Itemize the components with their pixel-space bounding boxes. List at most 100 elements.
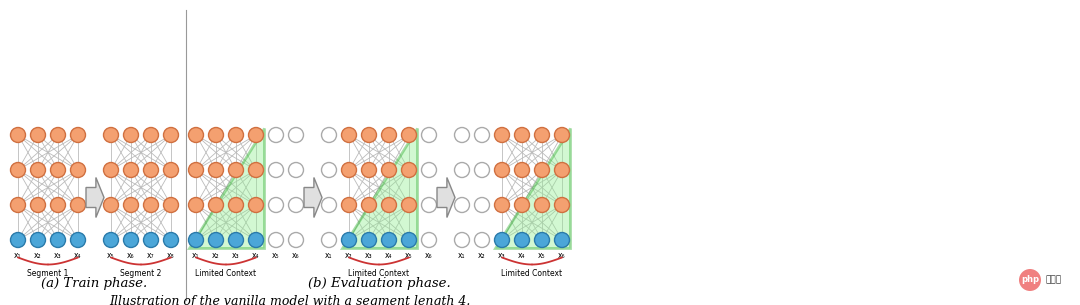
Circle shape [495, 198, 510, 213]
Circle shape [269, 232, 283, 247]
Circle shape [474, 163, 489, 178]
Text: x₃: x₃ [365, 250, 373, 260]
Circle shape [11, 232, 26, 247]
Text: Segment 2: Segment 2 [120, 268, 162, 278]
Text: x₅: x₅ [405, 250, 413, 260]
Circle shape [421, 232, 436, 247]
Circle shape [144, 127, 159, 142]
Circle shape [189, 127, 203, 142]
Text: Limited Context: Limited Context [349, 268, 409, 278]
Polygon shape [86, 178, 104, 217]
Text: x₄: x₄ [518, 250, 526, 260]
Circle shape [104, 163, 119, 178]
Circle shape [535, 198, 550, 213]
Circle shape [1020, 269, 1041, 291]
Circle shape [11, 127, 26, 142]
Circle shape [288, 163, 303, 178]
Text: x₄: x₄ [253, 250, 260, 260]
Circle shape [514, 163, 529, 178]
Circle shape [70, 232, 85, 247]
Circle shape [381, 127, 396, 142]
Circle shape [229, 198, 243, 213]
Circle shape [362, 198, 377, 213]
Circle shape [70, 163, 85, 178]
Circle shape [208, 232, 224, 247]
Circle shape [322, 198, 337, 213]
Circle shape [123, 163, 138, 178]
Circle shape [381, 163, 396, 178]
Circle shape [322, 127, 337, 142]
Circle shape [554, 127, 569, 142]
Text: x₈: x₈ [167, 250, 175, 260]
Circle shape [163, 127, 178, 142]
Polygon shape [341, 127, 417, 247]
Circle shape [30, 198, 45, 213]
Circle shape [554, 232, 569, 247]
Text: x₆: x₆ [426, 250, 433, 260]
Circle shape [514, 198, 529, 213]
Circle shape [123, 232, 138, 247]
Circle shape [11, 198, 26, 213]
Circle shape [104, 127, 119, 142]
Circle shape [474, 198, 489, 213]
Polygon shape [495, 127, 569, 247]
Circle shape [144, 232, 159, 247]
Circle shape [189, 198, 203, 213]
Circle shape [123, 198, 138, 213]
Text: Illustration of the vanilla model with a segment length 4.: Illustration of the vanilla model with a… [109, 295, 471, 305]
Circle shape [30, 232, 45, 247]
Circle shape [144, 198, 159, 213]
Text: x₁: x₁ [458, 250, 465, 260]
Circle shape [455, 163, 470, 178]
Circle shape [455, 198, 470, 213]
Circle shape [455, 127, 470, 142]
Circle shape [341, 127, 356, 142]
Circle shape [402, 163, 417, 178]
Circle shape [288, 198, 303, 213]
Circle shape [104, 198, 119, 213]
Circle shape [70, 127, 85, 142]
Circle shape [208, 163, 224, 178]
Text: x₆: x₆ [293, 250, 300, 260]
Text: x₆: x₆ [127, 250, 135, 260]
Circle shape [269, 127, 283, 142]
Circle shape [288, 127, 303, 142]
Text: (b) Evaluation phase.: (b) Evaluation phase. [308, 277, 450, 290]
Text: x₂: x₂ [346, 250, 353, 260]
Circle shape [104, 232, 119, 247]
Circle shape [229, 163, 243, 178]
Circle shape [495, 163, 510, 178]
Circle shape [402, 198, 417, 213]
Text: x₅: x₅ [538, 250, 545, 260]
Circle shape [554, 163, 569, 178]
Polygon shape [303, 178, 322, 217]
Circle shape [11, 163, 26, 178]
Circle shape [144, 163, 159, 178]
Circle shape [322, 163, 337, 178]
Circle shape [288, 232, 303, 247]
Circle shape [229, 127, 243, 142]
Text: (a) Train phase.: (a) Train phase. [41, 277, 148, 290]
Text: x₃: x₃ [54, 250, 62, 260]
Circle shape [163, 198, 178, 213]
Circle shape [362, 127, 377, 142]
Circle shape [402, 127, 417, 142]
Circle shape [51, 127, 66, 142]
Text: x₁: x₁ [325, 250, 333, 260]
Circle shape [535, 163, 550, 178]
Circle shape [208, 127, 224, 142]
Circle shape [70, 198, 85, 213]
Circle shape [51, 163, 66, 178]
Circle shape [322, 232, 337, 247]
Circle shape [248, 127, 264, 142]
Circle shape [381, 232, 396, 247]
Text: 中文网: 中文网 [1045, 275, 1062, 285]
Circle shape [341, 232, 356, 247]
Circle shape [474, 127, 489, 142]
Circle shape [341, 198, 356, 213]
Circle shape [189, 163, 203, 178]
Polygon shape [189, 127, 264, 247]
Polygon shape [437, 178, 455, 217]
Circle shape [402, 232, 417, 247]
Text: x₄: x₄ [386, 250, 393, 260]
